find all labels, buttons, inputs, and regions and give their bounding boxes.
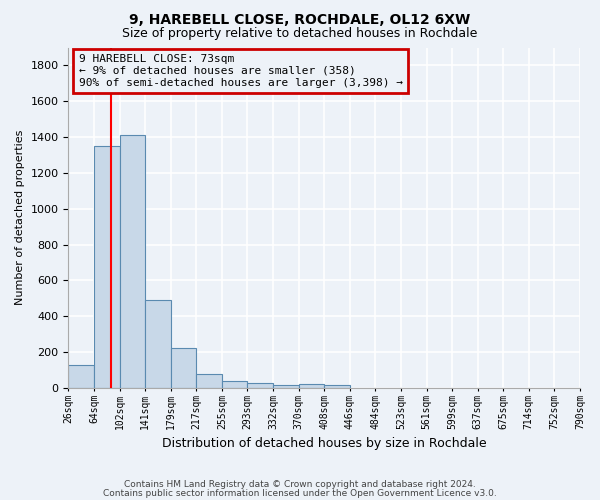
Bar [171,348,196,388]
Bar [324,385,350,388]
Bar [94,146,119,388]
Text: 9, HAREBELL CLOSE, ROCHDALE, OL12 6XW: 9, HAREBELL CLOSE, ROCHDALE, OL12 6XW [130,12,470,26]
Y-axis label: Number of detached properties: Number of detached properties [15,130,25,306]
Text: Contains HM Land Registry data © Crown copyright and database right 2024.: Contains HM Land Registry data © Crown c… [124,480,476,489]
Bar [299,384,324,388]
Bar [145,300,171,388]
Bar [273,385,299,388]
Bar [247,384,273,388]
Text: Contains public sector information licensed under the Open Government Licence v3: Contains public sector information licen… [103,490,497,498]
Bar [196,374,222,388]
Bar [119,136,145,388]
Bar [222,380,247,388]
Bar [68,364,94,388]
Text: Size of property relative to detached houses in Rochdale: Size of property relative to detached ho… [122,28,478,40]
X-axis label: Distribution of detached houses by size in Rochdale: Distribution of detached houses by size … [162,437,487,450]
Text: 9 HAREBELL CLOSE: 73sqm
← 9% of detached houses are smaller (358)
90% of semi-de: 9 HAREBELL CLOSE: 73sqm ← 9% of detached… [79,54,403,88]
